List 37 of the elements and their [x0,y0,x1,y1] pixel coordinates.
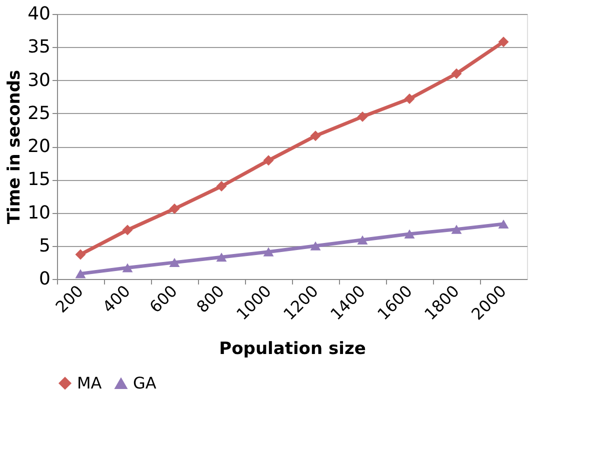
y-tick-label: 20 [28,136,50,157]
point [216,252,227,262]
y-tick-label: 40 [28,4,50,24]
y-tick-label: 10 [28,202,50,224]
point [216,181,227,192]
point [263,155,274,166]
y-tick-label: 25 [28,102,50,124]
point [357,111,368,122]
point [122,263,133,272]
point [310,241,321,250]
point [75,249,86,260]
y-axis-title: Time in seconds [4,70,25,224]
point [498,219,509,229]
y-tick-label: 35 [28,36,50,58]
x-tick-label: 600 [146,281,181,316]
x-tick-label: 800 [192,281,228,316]
point [451,224,462,234]
legend-label: GA [133,374,156,392]
point [169,258,180,267]
point [498,36,509,48]
point [451,68,462,79]
x-tick-label: 200 [52,281,87,316]
point [263,247,274,256]
legend-label: MA [77,373,102,392]
point [75,269,86,278]
x-tick-label: 400 [98,281,134,316]
y-tick-label: 0 [39,268,50,290]
y-tick-label: 30 [28,70,50,91]
point [404,94,415,104]
y-tick-label: 5 [39,235,50,256]
y-tick-label: 15 [28,169,50,190]
point [357,235,368,244]
x-axis-title: Population size [219,338,366,359]
point [122,224,133,236]
point [404,229,415,238]
point [310,130,321,142]
point [169,204,180,214]
